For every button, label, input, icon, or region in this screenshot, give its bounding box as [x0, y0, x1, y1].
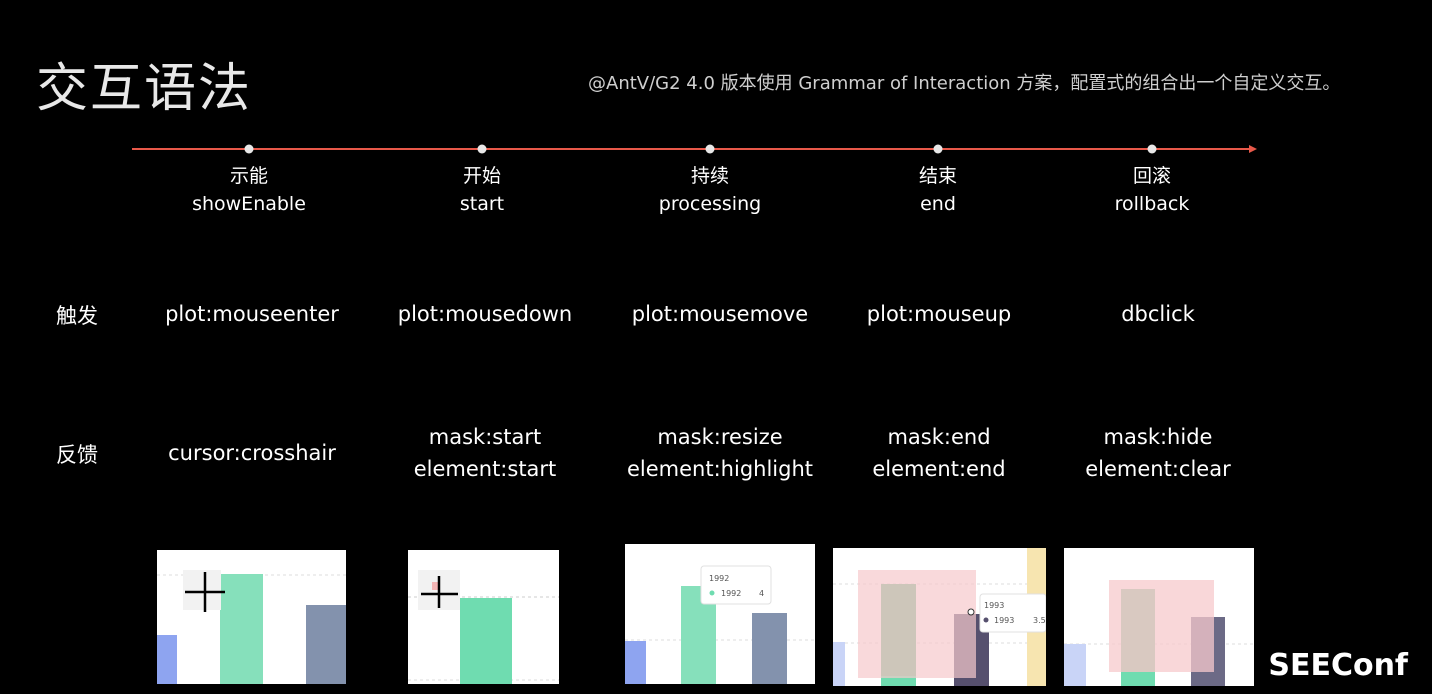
- row-label-trigger: 触发: [56, 304, 98, 328]
- timeline-dot: [1147, 144, 1157, 154]
- trigger-cell: plot:mousemove: [631, 302, 809, 326]
- svg-text:1993: 1993: [994, 616, 1014, 625]
- stage-cn: 持续: [690, 165, 729, 187]
- bar: [625, 641, 646, 684]
- tooltip: [700, 565, 772, 605]
- stage-showenable: 示能 showEnable: [149, 162, 349, 218]
- seeconf-logo: SEEConf: [1268, 648, 1408, 683]
- selection-mask: [858, 570, 976, 678]
- feedback-line: element:start: [413, 457, 557, 481]
- bar: [460, 598, 512, 684]
- tooltip-value: 4: [759, 589, 764, 598]
- bar: [833, 642, 845, 686]
- feedback-line: mask:start: [428, 425, 542, 449]
- stage-cn: 结束: [918, 165, 957, 187]
- thumbnail-rollback: [1064, 548, 1254, 686]
- bar: [752, 613, 787, 684]
- stage-en: start: [459, 193, 505, 215]
- timeline-dot: [477, 144, 487, 154]
- feedback-cell: mask:resize element:highlight: [610, 421, 830, 485]
- timeline-arrow-icon: [1249, 145, 1257, 153]
- feedback-line: mask:resize: [657, 425, 783, 449]
- bar: [220, 574, 263, 684]
- bar: [306, 605, 346, 684]
- trigger-cell: plot:mouseup: [866, 302, 1012, 326]
- feedback-cell: mask:hide element:clear: [1048, 421, 1268, 485]
- bar: [1064, 644, 1086, 686]
- feedback-cell: mask:start element:start: [375, 421, 595, 485]
- thumbnail-processing: 1992 1992 4: [625, 544, 815, 684]
- stage-en: showEnable: [192, 193, 306, 215]
- feedback-line: cursor:crosshair: [168, 441, 336, 465]
- stage-end: 结束 end: [838, 162, 1038, 218]
- stage-start: 开始 start: [382, 162, 582, 218]
- trigger-cell: dbclick: [1121, 302, 1195, 326]
- tooltip-value: 3.5: [1033, 616, 1046, 625]
- stage-cn: 示能: [229, 165, 268, 187]
- trigger-cell: plot:mouseenter: [165, 302, 339, 326]
- stage-en: end: [920, 193, 956, 215]
- trigger-cell: plot:mousedown: [397, 302, 573, 326]
- page-title: 交互语法: [36, 59, 253, 119]
- feedback-line: mask:end: [887, 425, 991, 449]
- thumbnail-showenable: [157, 550, 346, 684]
- feedback-line: element:end: [872, 457, 1006, 481]
- stage-processing: 持续 processing: [610, 162, 810, 218]
- feedback-cell: mask:end element:end: [829, 421, 1049, 485]
- stage-cn: 开始: [462, 165, 501, 187]
- timeline: [132, 144, 1257, 154]
- bar: [157, 635, 177, 684]
- stage-rollback: 回滚 rollback: [1052, 162, 1252, 218]
- selection-mask: [1109, 580, 1214, 672]
- stage-en: rollback: [1114, 193, 1190, 215]
- svg-text:1992: 1992: [721, 589, 741, 598]
- stage-en: processing: [658, 193, 762, 215]
- thumbnail-start: [408, 550, 559, 684]
- timeline-dot: [244, 144, 254, 154]
- thumbnail-end: 1993 1993 3.5: [833, 548, 1046, 686]
- page-subtitle: @AntV/G2 4.0 版本使用 Grammar of Interaction…: [588, 73, 1341, 94]
- tooltip-title: 1992: [709, 574, 729, 583]
- feedback-line: mask:hide: [1103, 425, 1213, 449]
- feedback-line: element:clear: [1085, 457, 1231, 481]
- row-label-feedback: 反馈: [56, 443, 98, 467]
- feedback-line: element:highlight: [627, 457, 813, 481]
- timeline-dot: [705, 144, 715, 154]
- timeline-dot: [933, 144, 943, 154]
- tooltip: [979, 593, 1046, 633]
- tooltip-title: 1993: [984, 601, 1004, 610]
- stage-cn: 回滚: [1132, 165, 1171, 187]
- feedback-cell: cursor:crosshair: [142, 437, 362, 469]
